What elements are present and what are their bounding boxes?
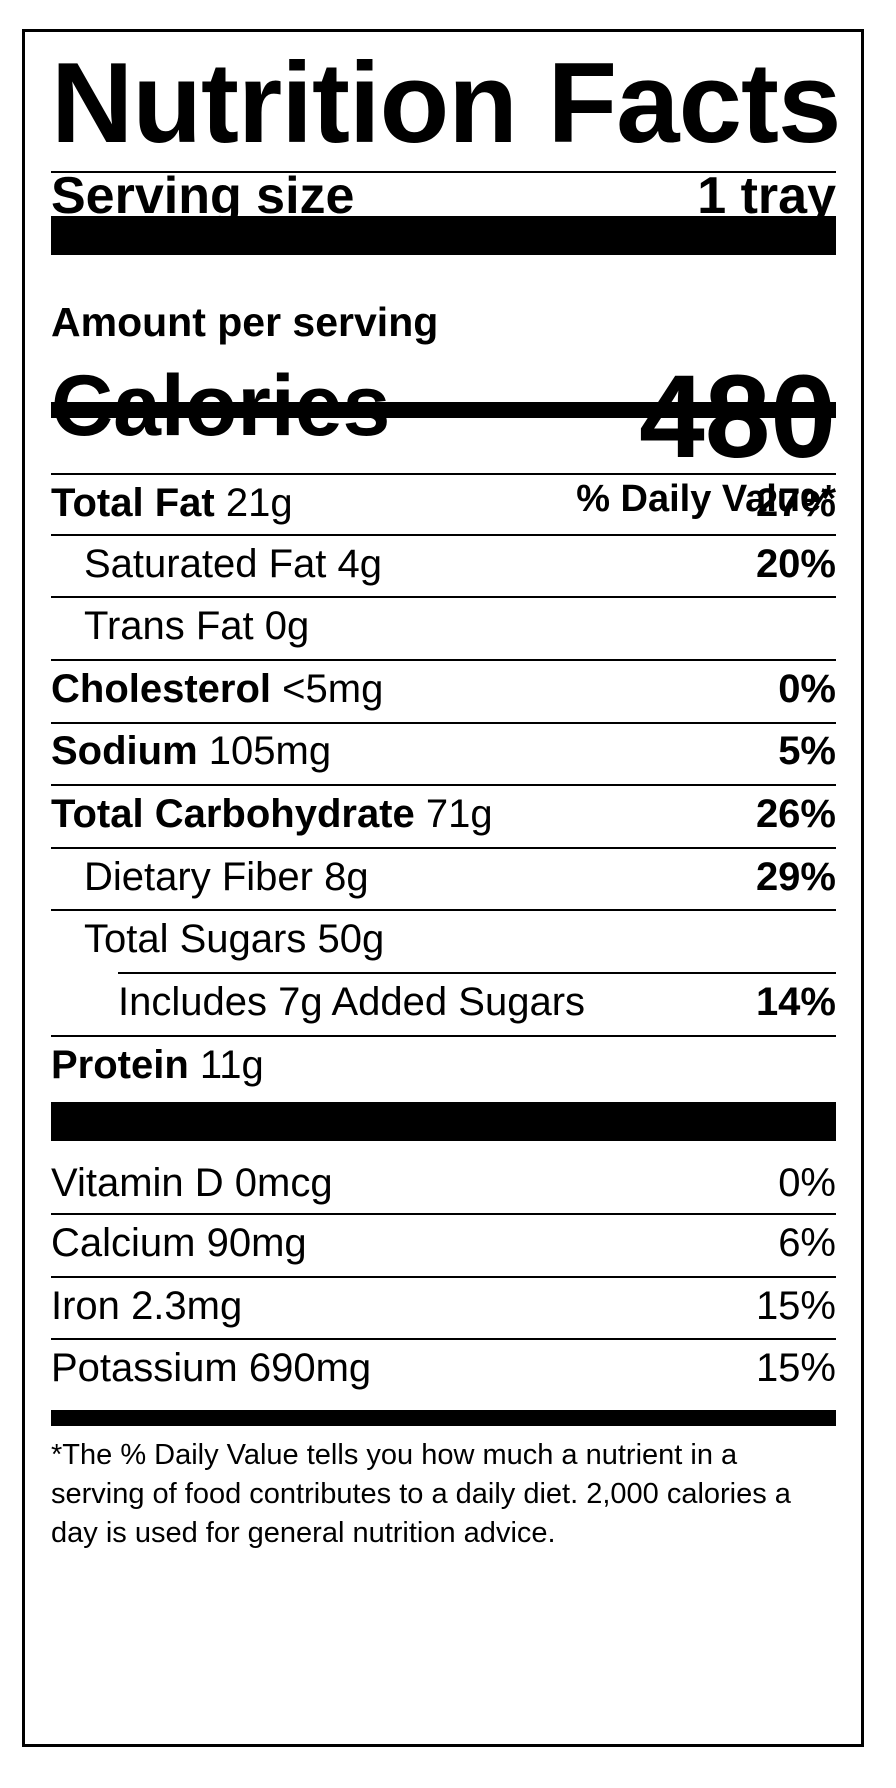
nutrient-row-total-carbohydrate: Total Carbohydrate 71g 26% — [51, 779, 836, 849]
vitamin-daily-value: 6% — [778, 1221, 836, 1265]
thick-divider — [51, 216, 836, 255]
nutrient-row-protein: Protein 11g — [51, 1030, 836, 1100]
nutrition-label: Nutrition Facts Serving size 1 tray Amou… — [22, 29, 864, 1747]
nutrient-row-added-sugars: Includes 7g Added Sugars 14% — [51, 967, 836, 1037]
nutrient-daily-value: 29% — [755, 855, 836, 899]
vitamin-row-potassium: Potassium 690mg 15% — [51, 1333, 836, 1403]
serving-size-value: 1 tray — [697, 167, 836, 225]
nutrient-daily-value: 5% — [778, 729, 836, 773]
nutrient-amount: 21g — [225, 481, 293, 525]
divider — [51, 847, 836, 849]
nutrient-amount: 50g — [317, 917, 385, 961]
vitamin-amount: 0mcg — [234, 1161, 333, 1205]
divider — [51, 1213, 836, 1215]
nutrient-name: Total Carbohydrate — [51, 792, 415, 836]
nutrient-row-cholesterol: Cholesterol <5mg 0% — [51, 654, 836, 724]
daily-value-footnote: *The % Daily Value tells you how much a … — [51, 1439, 791, 1549]
nutrient-amount: 4g — [337, 542, 383, 586]
divider — [51, 596, 836, 598]
nutrient-name: Saturated Fat — [84, 542, 327, 586]
divider — [51, 534, 836, 536]
vitamin-name: Calcium — [51, 1221, 196, 1265]
serving-size-row: Serving size 1 tray — [51, 165, 836, 227]
divider — [51, 1338, 836, 1340]
nutrient-name: Protein — [51, 1043, 189, 1087]
label-title: Nutrition Facts — [51, 40, 841, 167]
amount-per-serving: Amount per serving — [51, 299, 439, 345]
vitamin-row-vitamin-d: Vitamin D 0mcg 0% — [51, 1148, 836, 1218]
vitamin-row-iron: Iron 2.3mg 15% — [51, 1271, 836, 1341]
vitamin-daily-value: 0% — [778, 1161, 836, 1205]
divider — [51, 909, 836, 911]
nutrient-name: Sodium — [51, 729, 198, 773]
vitamin-name: Vitamin D — [51, 1161, 224, 1205]
nutrient-row-total-fat: Total Fat 21g 27% — [51, 468, 836, 538]
nutrient-daily-value: 27% — [755, 481, 836, 525]
nutrient-name: Includes 7g Added Sugars — [118, 980, 586, 1024]
nutrient-daily-value: 14% — [755, 980, 836, 1024]
divider — [51, 784, 836, 786]
vitamin-amount: 2.3mg — [131, 1284, 243, 1328]
vitamin-name: Potassium — [51, 1346, 238, 1390]
nutrition-label-body: Nutrition Facts Serving size 1 tray Amou… — [51, 32, 841, 1744]
vitamin-amount: 90mg — [206, 1221, 307, 1265]
nutrient-name: Dietary Fiber — [84, 855, 313, 899]
thick-divider — [51, 1102, 836, 1141]
vitamin-name: Iron — [51, 1284, 120, 1328]
nutrient-daily-value: 26% — [755, 792, 836, 836]
divider — [51, 1276, 836, 1278]
nutrient-daily-value: 0% — [778, 667, 836, 711]
vitamin-daily-value: 15% — [755, 1284, 836, 1328]
nutrient-amount: 8g — [324, 855, 369, 899]
nutrient-amount: 105mg — [208, 729, 332, 773]
nutrient-amount: <5mg — [282, 667, 384, 711]
divider — [51, 171, 836, 173]
nutrient-daily-value: 20% — [755, 542, 836, 586]
nutrient-row-sodium: Sodium 105mg 5% — [51, 716, 836, 786]
daily-value-header: % Daily Value* — [576, 478, 836, 520]
nutrient-amount: 11g — [199, 1043, 264, 1087]
nutrient-name: Total Sugars — [84, 917, 307, 961]
nutrient-amount: 0g — [264, 604, 310, 648]
vitamin-daily-value: 15% — [755, 1346, 836, 1390]
nutrient-name: Cholesterol — [51, 667, 272, 711]
nutrient-row-saturated-fat: Saturated Fat 4g 20% — [51, 529, 836, 599]
vitamin-row-calcium: Calcium 90mg 6% — [51, 1208, 836, 1278]
nutrient-amount: 71g — [425, 792, 493, 836]
medium-divider — [51, 402, 836, 418]
divider — [118, 972, 836, 974]
serving-size-label: Serving size — [51, 167, 355, 225]
divider — [51, 659, 836, 661]
divider — [51, 1035, 836, 1037]
divider — [51, 722, 836, 724]
vitamin-amount: 690mg — [248, 1346, 372, 1390]
nutrient-name: Total Fat — [51, 481, 215, 525]
nutrient-row-trans-fat: Trans Fat 0g — [51, 591, 836, 661]
nutrient-row-total-sugars: Total Sugars 50g — [51, 904, 836, 974]
nutrient-name: Trans Fat — [84, 604, 254, 648]
nutrient-row-dietary-fiber: Dietary Fiber 8g 29% — [51, 842, 836, 912]
divider — [51, 473, 836, 475]
medium-divider — [51, 1410, 836, 1426]
